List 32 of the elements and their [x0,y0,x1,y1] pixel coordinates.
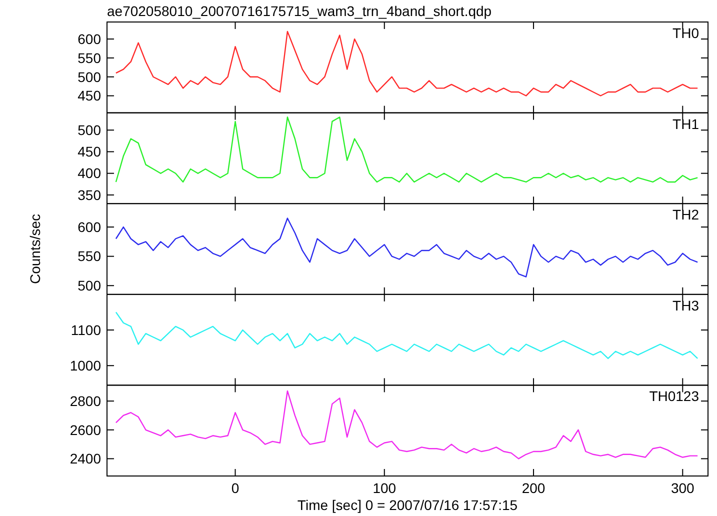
text: TH3 [672,297,700,314]
text: TH2 [672,206,700,223]
y-tick-label: 550 [78,248,102,264]
y-tick-label: 550 [78,50,102,66]
y-tick-label: 350 [78,186,102,203]
y-tick-label: 1000 [70,358,102,374]
y-axis-title: Counts/sec [27,214,43,284]
y-tick-label: 1100 [70,322,102,338]
y-tick-label: 400 [78,165,102,182]
line-series [115,218,698,278]
y-tick-label: 500 [78,278,102,294]
y-tick-label: 2600 [70,422,102,438]
x-tick-label: 200 [522,480,546,496]
y-tick-label: 2400 [70,450,102,467]
y-tick-label: 2800 [70,392,102,409]
y-tick-label: 450 [78,88,102,104]
x-tick-label: 300 [670,480,695,496]
line-series [115,390,698,460]
x-tick-label: 100 [372,480,396,496]
y-tick-label: 500 [78,122,102,138]
y-tick-label: 600 [78,30,102,47]
text: TH0123 [649,388,700,404]
line-series [115,312,698,360]
y-tick-label: 450 [78,144,102,160]
line-series [115,116,698,183]
y-tick-label: 600 [78,218,102,235]
text: TH0 [672,25,700,41]
x-tick-label: 0 [231,480,240,496]
x-axis-title: Time [sec] 0 = 2007/07/16 17:57:15 [297,497,518,513]
chart-title: ae702058010_20070716175715_wam3_trn_4band_short.qdp [107,3,492,19]
text: TH1 [672,116,700,132]
y-tick-label: 500 [78,68,102,85]
